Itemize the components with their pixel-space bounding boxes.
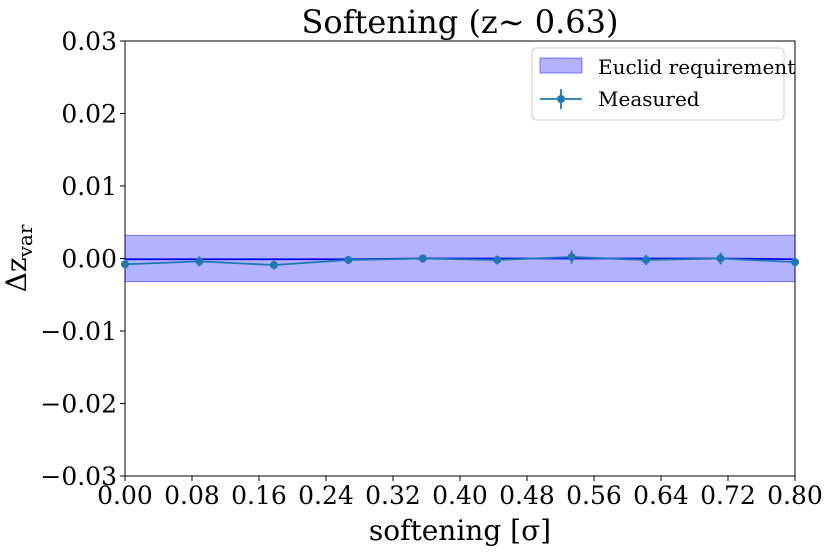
- measured-point: [642, 255, 651, 264]
- y-tick-label: 0.03: [61, 27, 117, 56]
- measured-point: [121, 260, 129, 269]
- x-tick-label: 0.72: [700, 481, 756, 510]
- measured-point: [567, 253, 576, 262]
- y-axis-label-subscript: var: [13, 224, 37, 258]
- x-tick-label: 0.32: [365, 481, 421, 510]
- measured-point: [791, 258, 799, 267]
- measured-point: [344, 255, 353, 264]
- y-tick-label: −0.03: [40, 462, 117, 491]
- chart-title: Softening (z∼ 0.63): [302, 3, 619, 41]
- x-tick-label: 0.56: [566, 481, 622, 510]
- measured-line: [124, 256, 796, 266]
- y-tick-label: 0.01: [61, 172, 117, 201]
- measured-point: [195, 257, 204, 266]
- x-axis-label-text: softening [σ]: [369, 514, 551, 547]
- y-tick-label: −0.02: [40, 390, 117, 419]
- measured-point: [418, 254, 427, 263]
- measured-point: [493, 255, 502, 264]
- legend-band-label: Euclid requirement: [598, 55, 795, 79]
- x-tick-label: 0.24: [298, 481, 354, 510]
- y-tick-label: 0.00: [61, 245, 117, 274]
- legend-box: [531, 47, 785, 121]
- legend: Euclid requirement Measured: [531, 47, 795, 121]
- y-tick-label: −0.01: [40, 317, 117, 346]
- x-tick-label: 0.16: [231, 481, 287, 510]
- x-tick-label: 0.08: [164, 481, 220, 510]
- legend-series-marker: [557, 95, 565, 103]
- y-axis-ticks: −0.03 −0.02 −0.01 0.00 0.01 0.02 0.03: [40, 27, 125, 491]
- x-axis-label: softening [σ]: [369, 514, 551, 547]
- x-tick-label: 0.40: [432, 481, 488, 510]
- x-tick-label: 0.64: [633, 481, 689, 510]
- x-axis-ticks: 0.00 0.08 0.16 0.24 0.32 0.40 0.48 0.56 0.64 0.72…: [97, 476, 823, 510]
- y-axis-label-main: Δz: [0, 257, 33, 292]
- x-tick-label: 0.00: [97, 481, 153, 510]
- y-axis-label: Δzvar: [0, 224, 37, 292]
- measured-point: [269, 261, 278, 270]
- legend-band-swatch: [539, 57, 583, 74]
- series-layer: [121, 250, 799, 270]
- legend-series-label: Measured: [598, 87, 700, 111]
- measured-point: [716, 254, 725, 263]
- y-tick-label: 0.02: [61, 100, 117, 129]
- x-tick-label: 0.80: [767, 481, 823, 510]
- x-tick-label: 0.48: [499, 481, 555, 510]
